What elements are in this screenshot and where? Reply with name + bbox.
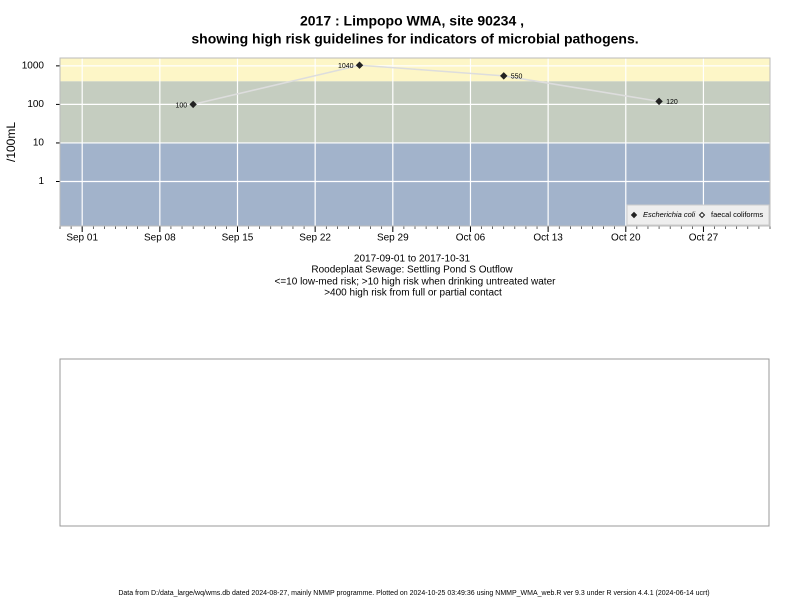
x-tick-label: Oct 06 bbox=[456, 233, 486, 244]
note: <=10 low-med risk; >10 high risk when dr… bbox=[275, 277, 557, 288]
risk-band bbox=[60, 81, 770, 143]
legend-marker bbox=[698, 211, 706, 219]
x-tick-label: Sep 29 bbox=[377, 233, 409, 244]
legend-label: Escherichia coli bbox=[643, 210, 695, 219]
empty-panel bbox=[59, 358, 770, 527]
x-tick-label: Oct 20 bbox=[611, 233, 641, 244]
data-label: 120 bbox=[666, 99, 678, 106]
note: 2017-09-01 to 2017-10-31 bbox=[354, 254, 471, 265]
y-tick-label: 10 bbox=[33, 138, 45, 149]
x-tick-label: Oct 13 bbox=[533, 233, 563, 244]
chart-title: 2017 : Limpopo WMA, site 90234 , bbox=[300, 13, 524, 29]
legend-label: faecal coliforms bbox=[711, 210, 763, 219]
footer: Data from D:/data_large/wq/wms.db dated … bbox=[118, 590, 709, 597]
legend-box bbox=[626, 204, 770, 226]
chart-subtitle: showing high risk guidelines for indicat… bbox=[191, 31, 638, 47]
y-tick-label: 1000 bbox=[22, 61, 45, 72]
legend-marker bbox=[630, 211, 638, 219]
data-point bbox=[500, 72, 508, 80]
x-tick-label: Sep 01 bbox=[66, 233, 98, 244]
x-tick-label: Sep 15 bbox=[222, 233, 254, 244]
series-line bbox=[192, 64, 660, 106]
note: >400 high risk from full or partial cont… bbox=[324, 288, 502, 299]
y-tick-label: 1 bbox=[38, 176, 44, 187]
x-tick-label: Oct 27 bbox=[689, 233, 719, 244]
y-tick-label: 100 bbox=[27, 99, 44, 110]
plot-frame bbox=[59, 57, 771, 227]
data-point bbox=[355, 61, 364, 69]
x-tick-label: Sep 08 bbox=[144, 233, 176, 244]
data-point bbox=[189, 100, 197, 109]
data-label: 550 bbox=[511, 74, 523, 81]
x-tick-label: Sep 22 bbox=[299, 233, 331, 244]
data-label: 1040 bbox=[338, 63, 354, 70]
y-axis-label: /100mL bbox=[4, 122, 18, 162]
note: Roodeplaat Sewage: Settling Pond S Outfl… bbox=[311, 265, 513, 276]
data-point bbox=[655, 97, 663, 106]
data-label: 100 bbox=[175, 102, 187, 109]
